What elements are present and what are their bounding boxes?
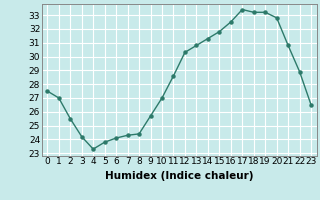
X-axis label: Humidex (Indice chaleur): Humidex (Indice chaleur) <box>105 171 253 181</box>
